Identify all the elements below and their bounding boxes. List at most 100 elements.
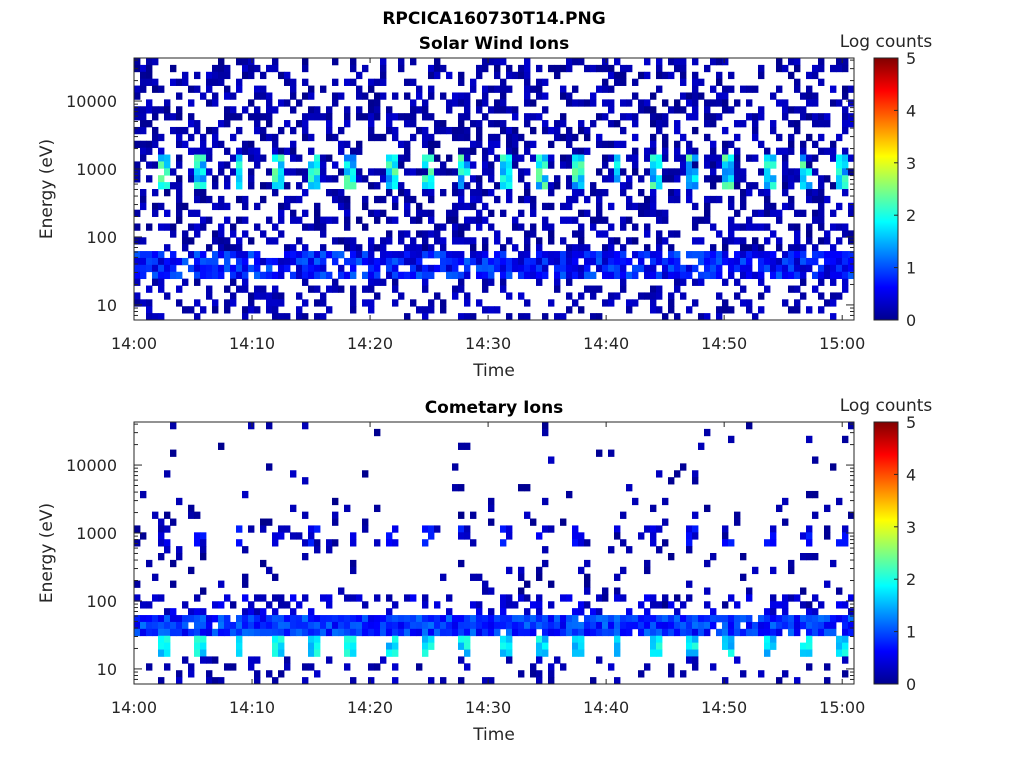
heatmap-cell: [842, 64, 849, 73]
heatmap-cell: [800, 209, 807, 217]
heatmap-cell: [224, 306, 231, 314]
heatmap-cell: [782, 594, 789, 602]
heatmap-cell: [818, 237, 825, 245]
heatmap-cell: [464, 92, 471, 100]
heatmap-cell: [446, 615, 453, 623]
heatmap-cell: [212, 92, 219, 100]
heatmap-cell: [740, 553, 747, 561]
heatmap-cell: [728, 182, 735, 190]
heatmap-cell: [842, 621, 849, 630]
heatmap-cell: [404, 120, 411, 128]
heatmap-cell: [518, 257, 525, 266]
heatmap-cell: [392, 195, 399, 204]
heatmap-cell: [362, 628, 369, 637]
heatmap-cell: [392, 525, 399, 533]
heatmap-cell: [374, 182, 381, 190]
heatmap-cell: [656, 292, 663, 300]
heatmap-cell: [170, 168, 177, 176]
heatmap-cell: [800, 601, 807, 609]
heatmap-cell: [446, 209, 453, 217]
heatmap-cell: [842, 525, 849, 533]
heatmap-cell: [674, 106, 681, 114]
heatmap-cell: [608, 546, 615, 554]
heatmap-cell: [278, 670, 285, 678]
heatmap-cell: [602, 58, 609, 66]
heatmap-cell: [746, 628, 753, 637]
heatmap-cell: [566, 202, 573, 211]
heatmap-cell: [524, 230, 531, 238]
heatmap-cell: [578, 642, 585, 650]
heatmap-cell: [374, 209, 381, 217]
heatmap-cell: [380, 71, 387, 80]
heatmap-cell: [260, 608, 267, 616]
heatmap-cell: [482, 278, 489, 286]
heatmap-cell: [152, 511, 159, 519]
heatmap-cell: [380, 175, 387, 183]
heatmap-cell: [224, 663, 231, 671]
heatmap-cell: [728, 264, 735, 273]
heatmap-cell: [806, 635, 813, 644]
heatmap-cell: [440, 161, 447, 169]
heatmap-cell: [530, 209, 537, 217]
heatmap-cell: [308, 532, 315, 540]
heatmap-cell: [272, 573, 279, 581]
heatmap-cell: [818, 195, 825, 204]
heatmap-cell: [584, 573, 591, 581]
heatmap-cell: [518, 313, 525, 321]
heatmap-cell: [536, 656, 543, 664]
heatmap-cell: [158, 649, 165, 657]
x-tick-label: 14:40: [583, 698, 629, 717]
heatmap-cell: [176, 161, 183, 169]
heatmap-cell: [656, 649, 663, 657]
heatmap-cell: [422, 168, 429, 176]
heatmap-cell: [200, 546, 207, 554]
heatmap-cell: [764, 642, 771, 650]
heatmap-cell: [620, 71, 627, 80]
heatmap-cell: [662, 257, 669, 266]
heatmap-cell: [818, 264, 825, 273]
heatmap-cell: [602, 264, 609, 273]
heatmap-cell: [506, 64, 513, 73]
heatmap-cell: [836, 223, 843, 231]
heatmap-cell: [824, 271, 831, 280]
heatmap-cell: [542, 175, 549, 183]
heatmap-cell: [506, 264, 513, 273]
heatmap-cell: [674, 615, 681, 623]
heatmap-cell: [338, 147, 345, 155]
heatmap-cell: [536, 64, 543, 73]
heatmap-cell: [230, 230, 237, 238]
heatmap-cell: [476, 216, 483, 224]
heatmap-cell: [482, 154, 489, 162]
heatmap-cell: [722, 154, 729, 162]
heatmap-cell: [500, 92, 507, 100]
heatmap-cell: [452, 615, 459, 623]
heatmap-cell: [770, 264, 777, 273]
heatmap-cell: [206, 271, 213, 280]
heatmap-cell: [722, 532, 729, 540]
heatmap-cell: [272, 532, 279, 540]
heatmap-cell: [134, 292, 141, 300]
heatmap-cell: [620, 285, 627, 293]
heatmap-cell: [404, 168, 411, 176]
heatmap-cell: [494, 58, 501, 66]
heatmap-cell: [200, 147, 207, 155]
y-axis-label: Energy (eV): [37, 139, 57, 239]
heatmap-cell: [554, 120, 561, 128]
heatmap-cell: [728, 223, 735, 231]
heatmap-cell: [602, 299, 609, 307]
heatmap-cell: [410, 195, 417, 204]
heatmap-cell: [290, 78, 297, 86]
heatmap-cell: [440, 573, 447, 581]
heatmap-cell: [818, 133, 825, 142]
heatmap-cell: [680, 133, 687, 142]
heatmap-cell: [566, 216, 573, 224]
heatmap-cell: [296, 216, 303, 224]
heatmap-cell: [764, 285, 771, 293]
heatmap-cell: [536, 154, 543, 162]
heatmap-cell: [398, 271, 405, 280]
heatmap-cell: [566, 92, 573, 100]
heatmap-cell: [506, 71, 513, 80]
heatmap-cell: [332, 92, 339, 100]
heatmap-cell: [392, 649, 399, 657]
heatmap-cell: [812, 99, 819, 107]
